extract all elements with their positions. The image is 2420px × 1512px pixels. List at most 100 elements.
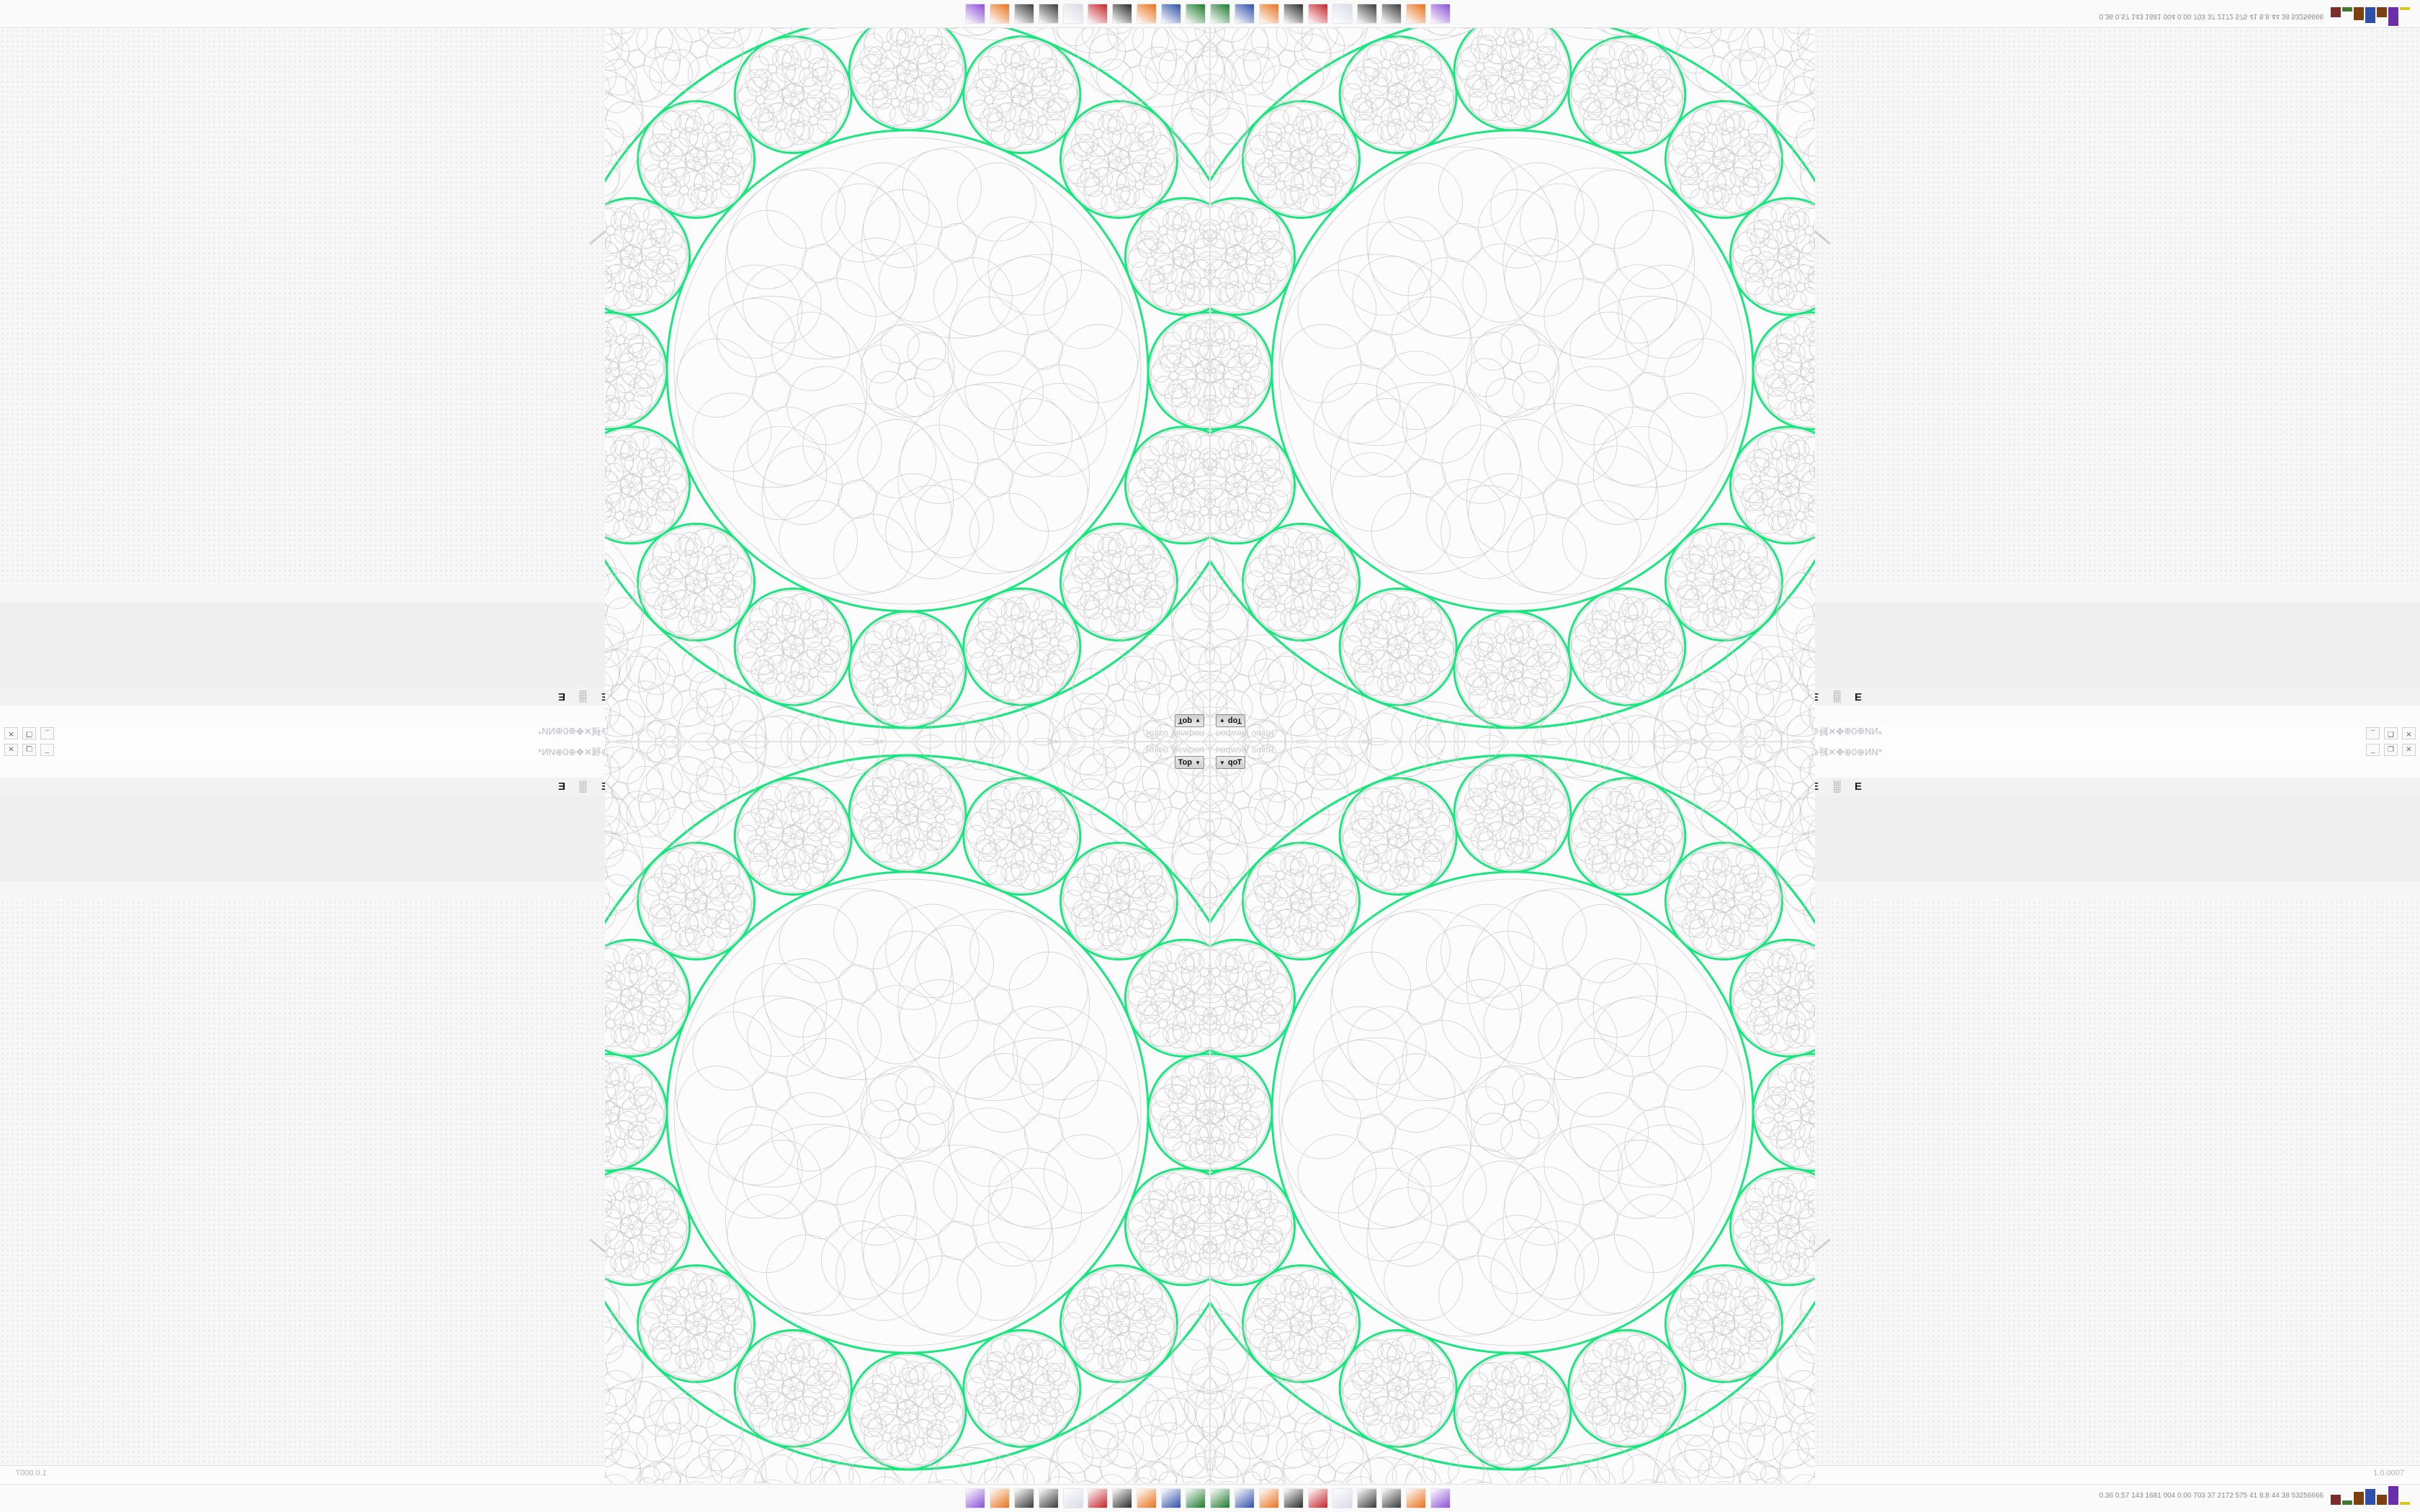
firefox-icon[interactable] (1137, 1488, 1157, 1508)
viewport-row-top: Rhino Viewport Top ▼ Rhino Viewport Top ▼ (605, 0, 1815, 742)
ribbon-tab-26[interactable]: ░ (1833, 780, 1841, 793)
chevron-down-icon[interactable]: ▼ (1219, 717, 1225, 724)
firefox-icon[interactable] (990, 1488, 1010, 1508)
rhino-viewport-right[interactable]: Rhino Viewport Top ▼ (1210, 0, 1815, 742)
gasket-drawing (605, 0, 1210, 742)
ribbon-tab-26[interactable]: ░ (1833, 690, 1841, 703)
taskbar-app-icons[interactable] (965, 1488, 1451, 1508)
chevron-down-icon[interactable]: ▼ (1219, 759, 1225, 766)
app-icon[interactable] (1381, 1488, 1402, 1508)
minimize-button[interactable]: _ (2366, 744, 2380, 756)
viewport-view-button[interactable]: Top ▼ (1216, 756, 1246, 769)
tray-bar-3 (2365, 7, 2375, 23)
viewport-view-button[interactable]: Top ▼ (1174, 756, 1204, 769)
rhino-icon[interactable] (1088, 4, 1108, 24)
app-icon[interactable] (1039, 4, 1059, 24)
tray-bar-5 (2388, 1486, 2398, 1505)
gasket-drawing (1210, 0, 1815, 742)
rhino-mesh-icon[interactable] (1283, 1488, 1304, 1508)
ribbon-tab-26[interactable]: ░ (579, 690, 587, 703)
minimize-button[interactable]: _ (40, 744, 54, 756)
status-version: 1.0.0007 (16, 1469, 47, 1477)
notepad-icon[interactable] (1332, 1488, 1353, 1508)
rhino-icon[interactable] (1088, 1488, 1108, 1508)
chevron-down-icon[interactable]: ▼ (1195, 759, 1201, 766)
rhino-viewport-left[interactable]: Rhino Viewport Top ▼ (605, 742, 1210, 1483)
close-button[interactable]: ✕ (2402, 727, 2416, 739)
tray-stats-text: 0.36 0.57 143 1681 004 0.00 703 37 2172 … (2099, 12, 2323, 21)
grasshopper-r8-icon[interactable] (1161, 4, 1181, 24)
app-icon[interactable] (1357, 1488, 1377, 1508)
system-tray[interactable]: 0.36 0.57 143 1681 004 0.00 703 37 2172 … (2099, 1486, 2410, 1505)
tray-bar-6 (2400, 1502, 2410, 1505)
app-icon[interactable] (1039, 1488, 1059, 1508)
viewport-name-label: Rhino Viewport (1216, 744, 1275, 755)
ribbon-tab-27[interactable]: E (557, 780, 565, 793)
notepad-icon[interactable] (1332, 4, 1353, 24)
minimize-button[interactable]: _ (2366, 727, 2380, 739)
taskbar-bottom[interactable]: 0.36 0.57 143 1681 004 0.00 703 37 2172 … (0, 1484, 2420, 1512)
discord-icon[interactable] (965, 1488, 985, 1508)
app-icon[interactable] (1357, 4, 1377, 24)
rhino-mesh-icon[interactable] (1283, 4, 1304, 24)
rhino-mesh-icon[interactable] (1112, 4, 1132, 24)
discord-icon[interactable] (1430, 4, 1451, 24)
viewport-view-label: Top (1178, 716, 1193, 726)
firefox-icon[interactable] (990, 4, 1010, 24)
firefox-icon[interactable] (1259, 4, 1279, 24)
minimize-button[interactable]: _ (40, 727, 54, 739)
viewport-name-label: Rhino Viewport (1216, 729, 1275, 739)
system-tray[interactable]: 0.36 0.57 143 1681 004 0.00 703 37 2172 … (2099, 7, 2410, 26)
ribbon-tab-27[interactable]: E (1855, 780, 1863, 793)
viewport-view-button[interactable]: Top ▼ (1174, 714, 1204, 727)
terminal-icon[interactable] (1186, 1488, 1206, 1508)
tray-bar-6 (2400, 7, 2410, 10)
maximize-button[interactable]: ❐ (22, 727, 36, 739)
close-button[interactable]: ✕ (4, 727, 18, 739)
viewport-split-horizontal (605, 741, 1815, 742)
firefox-icon[interactable] (1406, 1488, 1426, 1508)
discord-icon[interactable] (965, 4, 985, 24)
rhino-viewport-right[interactable]: Rhino Viewport Top ▼ (1210, 742, 1815, 1483)
taskbar-app-icons[interactable] (965, 4, 1451, 24)
firefox-icon[interactable] (1137, 4, 1157, 24)
app-icon[interactable] (1014, 4, 1034, 24)
rhino-viewport-container[interactable]: Rhino Viewport Top ▼ Rhino Viewport Top ▼ Rhi… (605, 0, 1815, 1512)
grasshopper-r8-icon[interactable] (1161, 1488, 1181, 1508)
ribbon-tab-27[interactable]: E (557, 690, 565, 703)
rhino-icon[interactable] (1308, 1488, 1328, 1508)
rhino-mesh-icon[interactable] (1112, 1488, 1132, 1508)
firefox-icon[interactable] (1406, 4, 1426, 24)
window-controls[interactable]: _ ❐ ✕ (2366, 727, 2416, 739)
maximize-button[interactable]: ❐ (2384, 727, 2398, 739)
discord-icon[interactable] (1430, 1488, 1451, 1508)
terminal-icon[interactable] (1210, 1488, 1230, 1508)
notepad-icon[interactable] (1063, 4, 1083, 24)
terminal-icon[interactable] (1210, 4, 1230, 24)
firefox-icon[interactable] (1259, 1488, 1279, 1508)
viewport-view-button[interactable]: Top ▼ (1216, 714, 1246, 727)
close-button[interactable]: ✕ (2402, 744, 2416, 756)
window-controls[interactable]: _ ❐ ✕ (4, 744, 54, 756)
terminal-icon[interactable] (1186, 4, 1206, 24)
notepad-icon[interactable] (1063, 1488, 1083, 1508)
window-controls[interactable]: _ ❐ ✕ (4, 727, 54, 739)
ribbon-tab-26[interactable]: ░ (579, 780, 587, 793)
close-button[interactable]: ✕ (4, 744, 18, 756)
maximize-button[interactable]: ❐ (22, 744, 36, 756)
grasshopper-64-icon[interactable] (1234, 4, 1255, 24)
taskbar-top[interactable]: 0.36 0.57 143 1681 004 0.00 703 37 2172 … (0, 0, 2420, 28)
chevron-down-icon[interactable]: ▼ (1195, 717, 1201, 724)
window-controls[interactable]: _ ❐ ✕ (2366, 744, 2416, 756)
ribbon-tab-27[interactable]: E (1855, 690, 1863, 703)
tray-bar-2 (2354, 1492, 2364, 1505)
maximize-button[interactable]: ❐ (2384, 744, 2398, 756)
app-icon[interactable] (1014, 1488, 1034, 1508)
rhino-icon[interactable] (1308, 4, 1328, 24)
ribbon-tab-25[interactable]: E (1811, 780, 1819, 793)
rhino-viewport-left[interactable]: Rhino Viewport Top ▼ (605, 0, 1210, 742)
gasket-drawing (605, 742, 1210, 1483)
tray-bar-4 (2377, 1495, 2387, 1505)
app-icon[interactable] (1381, 4, 1402, 24)
grasshopper-64-icon[interactable] (1234, 1488, 1255, 1508)
